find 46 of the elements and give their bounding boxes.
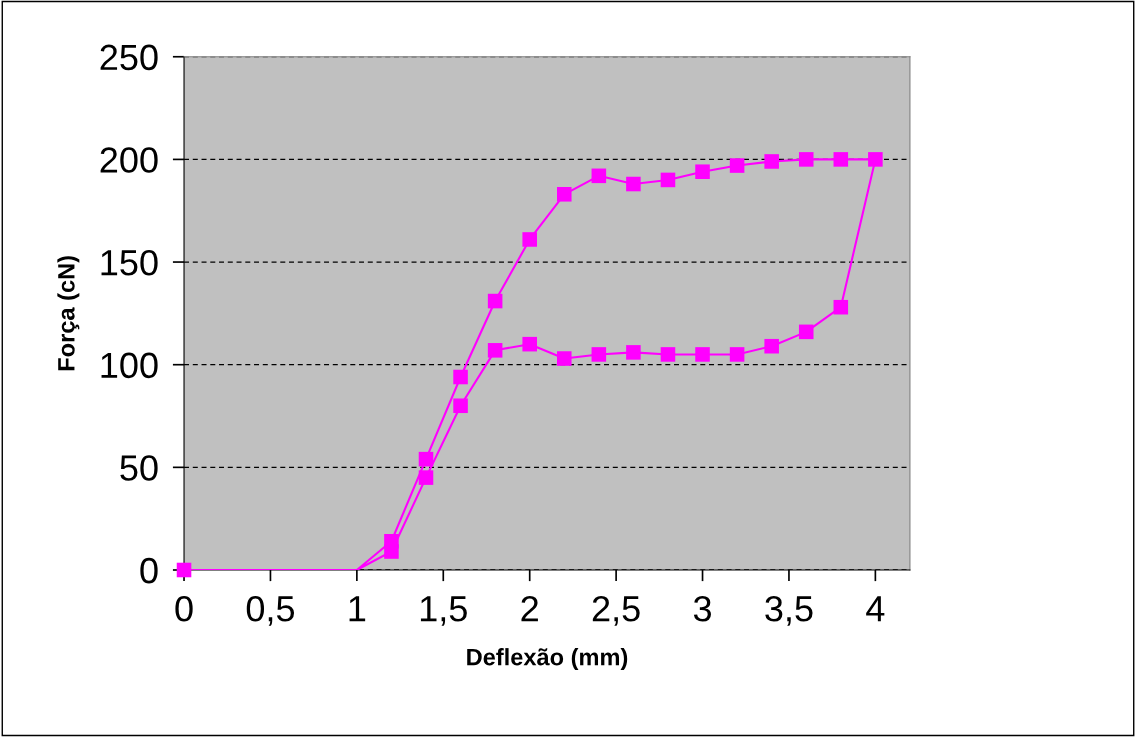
point [418,470,434,485]
x-tick-label: 2 [521,595,538,622]
point [591,347,607,362]
x-tick-label: 0,5 [246,595,295,626]
point [695,164,710,179]
point [833,299,849,315]
point [833,152,849,167]
point [626,345,641,360]
point [453,369,468,385]
point [556,187,572,202]
x-tick-label: 4 [866,596,885,622]
point [798,152,814,167]
x-tick-label: 1 [349,596,366,622]
y-tick-label: 0 [140,557,158,584]
point [764,338,779,354]
point [626,176,641,192]
point [384,544,399,559]
point [729,158,745,173]
point [764,154,779,169]
point [522,232,537,247]
point [868,152,883,167]
point [487,343,503,358]
point [176,562,192,578]
point [660,347,676,362]
point [729,347,745,362]
y-axis-title: Força (cN) [57,256,80,371]
point [556,351,572,366]
point [695,347,710,362]
x-tick-label: 3 [693,595,711,622]
point [453,398,468,414]
x-tick-label: 0 [175,595,193,622]
y-tick-label: 250 [100,44,158,71]
y-tick-label: 150 [101,249,158,276]
x-tick-label: 2,5 [592,595,640,626]
y-tick-label: 100 [101,352,158,379]
x-tick-label: 3,5 [765,595,813,626]
point [591,168,607,184]
x-axis-title: Deflexão (mm) [467,648,628,671]
point [522,336,537,352]
point [418,451,434,467]
point [798,324,814,340]
x-tick-label: 1,5 [420,596,467,626]
y-tick-label: 50 [120,455,158,481]
y-tick-label: 200 [100,147,158,173]
point [660,172,676,188]
point [487,293,503,309]
